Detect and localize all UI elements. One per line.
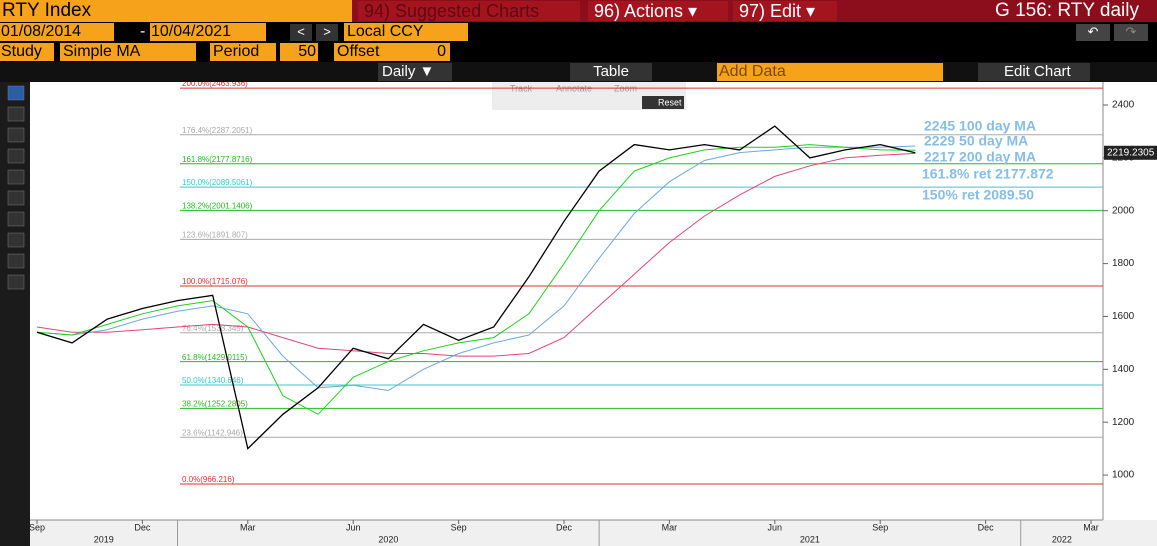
- tool-icon: [7, 274, 25, 290]
- y-tick-label: 1800: [1112, 258, 1135, 269]
- offset-label: Offset: [334, 43, 400, 61]
- reset-box: [642, 96, 684, 109]
- period-label: Period: [210, 43, 276, 61]
- retracement-label: 50.0%(1340.646): [182, 376, 244, 385]
- retracement-label: 200.0%(2463.936): [182, 82, 248, 88]
- date-bar: 01/08/2014 - 10/04/2021 < > Local CCY ↶ …: [0, 22, 1157, 42]
- redo[interactable]: ↷: [1114, 24, 1148, 41]
- x-tick-label: Sep: [872, 522, 888, 532]
- x-tick-label: Mar: [1083, 522, 1099, 532]
- period[interactable]: 50: [280, 43, 318, 61]
- annotation: 150% ret 2089.50: [922, 187, 1034, 203]
- x-tick-label: Dec: [556, 522, 573, 532]
- annotation: 2245 100 day MA: [924, 118, 1036, 134]
- edit-chart[interactable]: Edit Chart: [978, 63, 1090, 81]
- price-line: [36, 125, 916, 450]
- table-button[interactable]: Table: [570, 63, 652, 81]
- annotation: 161.8% ret 2177.872: [922, 166, 1054, 182]
- retracement-label: 76.4%(1538.345): [182, 324, 244, 333]
- tool-icon: [7, 169, 25, 185]
- retracement-label: 100.0%(1715.076): [182, 277, 248, 286]
- last-price: 2219.2305: [1107, 147, 1155, 158]
- year-label: 2021: [800, 534, 820, 544]
- chart-id: G 156: RTY daily: [995, 0, 1139, 21]
- retracement-label: 0.0%(966.216): [182, 475, 235, 484]
- study-label: Study: [0, 43, 54, 61]
- moving-average: [36, 145, 916, 392]
- y-tick-label: 1400: [1112, 364, 1135, 375]
- tool-icon: [7, 127, 25, 143]
- retracement-label: 176.4%(2287.2051): [182, 126, 253, 135]
- retracement-label: 38.2%(1252.2805): [182, 399, 248, 408]
- x-tick-label: Jun: [346, 522, 361, 532]
- menu[interactable]: 96) Actions ▾: [588, 1, 728, 21]
- separator: -: [140, 23, 146, 40]
- last-price-tag: [1104, 145, 1157, 160]
- year-label: 2022: [1052, 534, 1072, 544]
- year-label: 2019: [94, 534, 114, 544]
- range-bar: 1D3D1M6MYTD1Y5YMax Daily ▼ Table Add Dat…: [0, 62, 1157, 82]
- chart-background: [30, 82, 1157, 546]
- add-data[interactable]: Add Data: [717, 63, 943, 81]
- tool-icon: [7, 232, 25, 248]
- x-axis-band: [30, 520, 1157, 546]
- x-tick-label: Mar: [662, 522, 678, 532]
- x-tick-label: Sep: [29, 522, 45, 532]
- tool-icon: [7, 106, 25, 122]
- retracement-label: 123.6%(1891.807): [182, 230, 248, 239]
- tool-button: Reset: [658, 97, 682, 107]
- start-date[interactable]: 01/08/2014: [0, 23, 114, 41]
- year-label: 2020: [378, 534, 398, 544]
- y-tick-label: 2400: [1112, 100, 1135, 111]
- next-button[interactable]: >: [316, 24, 338, 41]
- menu[interactable]: 97) Edit ▾: [733, 1, 837, 21]
- security[interactable]: RTY Index: [0, 0, 352, 22]
- x-tick-label: Mar: [240, 522, 256, 532]
- offset[interactable]: 0: [400, 43, 450, 61]
- tool-icon: [7, 85, 25, 101]
- prev-button[interactable]: <: [290, 24, 312, 41]
- annotation: 2217 200 day MA: [924, 149, 1036, 165]
- retracement-label: 161.8%(2177.8716): [182, 155, 253, 164]
- y-tick-label: 2000: [1112, 205, 1135, 216]
- x-tick-label: Jun: [768, 522, 783, 532]
- undo[interactable]: ↶: [1076, 24, 1110, 41]
- x-tick-label: Dec: [978, 522, 995, 532]
- x-tick-label: Dec: [134, 522, 151, 532]
- moving-average: [36, 144, 916, 415]
- frequency[interactable]: Daily ▼: [378, 63, 452, 81]
- tool-icon: [7, 253, 25, 269]
- study[interactable]: Simple MA: [60, 43, 196, 61]
- tool-icon: [7, 148, 25, 164]
- retracement-label: 150.0%(2089.5061): [182, 178, 253, 187]
- tool-icon: [7, 211, 25, 227]
- x-tick-label: Sep: [451, 522, 467, 532]
- retracement-label: 61.8%(1429.0115): [182, 353, 248, 362]
- menu[interactable]: 94) Suggested Charts: [358, 1, 580, 21]
- y-tick-label: 1600: [1112, 311, 1135, 322]
- end-date[interactable]: 10/04/2021: [150, 23, 266, 41]
- currency[interactable]: Local CCY: [344, 23, 468, 41]
- chart: Track Annotate ZoomReset100012001400160018…: [0, 82, 1157, 546]
- retracement-label: 138.2%(2001.1406): [182, 202, 253, 211]
- tool-icon: [7, 190, 25, 206]
- annotation: 2229 50 day MA: [924, 133, 1028, 149]
- y-tick-label: 1000: [1112, 470, 1135, 481]
- retracement-label: 23.6%(1142.946): [182, 428, 243, 437]
- study-bar: Study Simple MA Period 50 Offset 0: [0, 42, 1157, 62]
- moving-average: [36, 152, 916, 357]
- y-tick-label: 1200: [1112, 417, 1135, 428]
- title-bar: RTY Index 94) Suggested Charts 96) Actio…: [0, 0, 1157, 22]
